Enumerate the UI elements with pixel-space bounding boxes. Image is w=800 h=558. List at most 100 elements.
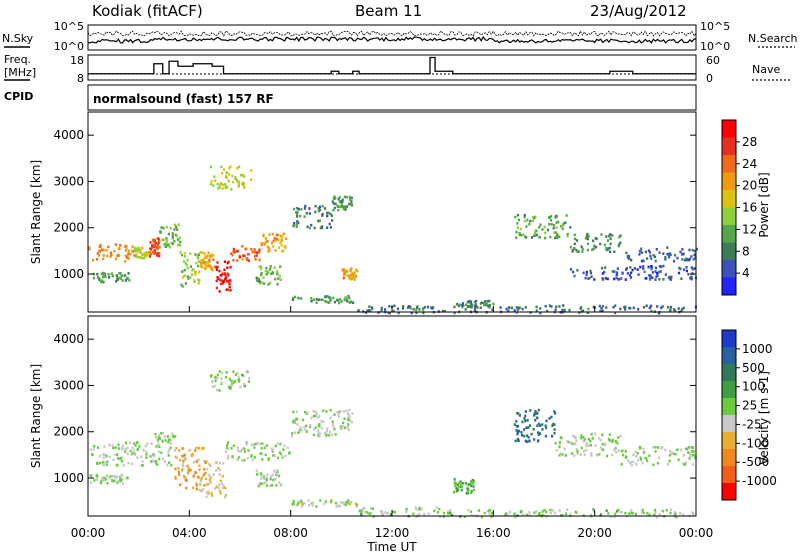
scatter-cell [471, 304, 474, 307]
scatter-cell [272, 239, 275, 243]
scatter-cell [349, 197, 352, 200]
scatter-cell [691, 454, 694, 457]
scatter-cell [296, 423, 299, 426]
scatter-region [620, 445, 698, 467]
scatter-cell [348, 502, 351, 505]
scatter-cell [350, 200, 353, 203]
scatter-cell [173, 449, 176, 452]
scatter-cell [418, 512, 421, 516]
scatter-cell [131, 245, 134, 248]
scatter-cell [310, 297, 313, 300]
scatter-cell [679, 511, 682, 515]
scatter-cell [418, 508, 421, 511]
scatter-cell [453, 481, 456, 484]
scatter-cell [628, 512, 631, 515]
scatter-cell [217, 466, 220, 470]
scatter-cell [166, 463, 169, 467]
scatter-cell [626, 272, 629, 275]
scatter-cell [349, 268, 352, 271]
scatter-cell [331, 420, 334, 423]
scatter-cell [653, 508, 657, 512]
scatter-cell [204, 477, 208, 481]
scatter-cell [641, 508, 644, 512]
scatter-cell [326, 295, 329, 298]
scatter-cell [654, 446, 657, 449]
scatter-cell [601, 309, 604, 313]
scatter-cell [637, 308, 640, 311]
scatter-cell [107, 245, 110, 249]
scatter-cell [337, 413, 340, 416]
scatter-cell [197, 475, 200, 479]
scatter-cell [514, 215, 517, 219]
scatter-cell [516, 226, 519, 229]
scatter-cell [296, 410, 299, 414]
scatter-cell [234, 373, 237, 376]
scatter-cell [467, 305, 470, 308]
scatter-cell [433, 509, 436, 513]
scatter-cell [466, 490, 469, 494]
scatter-cell [418, 308, 421, 311]
scatter-cell [270, 484, 274, 487]
scatter-cell [219, 183, 222, 186]
colorbar-swatch [722, 330, 736, 348]
scatter-cell [453, 478, 456, 481]
scatter-cell [580, 446, 583, 450]
scatter-region [569, 264, 697, 281]
scatter-cell [586, 237, 589, 241]
scatter-cell [676, 256, 679, 260]
scatter-cell [668, 275, 671, 279]
scatter-cell [594, 432, 597, 436]
scatter-cell [191, 273, 194, 276]
scatter-cell [122, 482, 125, 485]
scatter-cell [685, 269, 688, 273]
scatter-cell [641, 259, 644, 263]
scatter-cell [662, 252, 665, 255]
scatter-cell [102, 257, 105, 261]
scatter-cell [689, 455, 692, 458]
scatter-cell [599, 446, 603, 449]
scatter-cell [688, 257, 692, 261]
scatter-cell [642, 451, 646, 454]
colorbar-tick-label: 1000 [742, 342, 773, 356]
scatter-cell [250, 455, 253, 458]
scatter-cell [643, 457, 646, 460]
scatter-cell [517, 429, 521, 433]
scatter-cell [524, 306, 527, 309]
scatter-cell [183, 453, 186, 457]
scatter-cell [216, 376, 219, 380]
scatter-cell [109, 475, 112, 478]
scatter-cell [307, 499, 310, 502]
scatter-cell [235, 179, 239, 182]
scatter-cell [102, 460, 105, 464]
scatter-cell [115, 475, 119, 479]
scatter-cell [216, 261, 219, 264]
nave-tick-top: 60 [706, 54, 720, 67]
scatter-cell [126, 446, 129, 450]
scatter-cell [204, 461, 207, 465]
scatter-cell [527, 426, 530, 429]
scatter-cell [628, 257, 631, 261]
scatter-cell [102, 456, 105, 459]
scatter-cell [269, 484, 272, 487]
scatter-cell [628, 274, 631, 277]
scatter-cell [454, 484, 457, 487]
scatter-cell [145, 456, 148, 459]
scatter-cell [299, 214, 302, 218]
scatter-cell [142, 252, 145, 256]
scatter-cell [554, 215, 557, 219]
scatter-cell [194, 449, 197, 453]
scatter-cell [585, 270, 588, 274]
scatter-cell [693, 249, 696, 253]
scatter-cell [608, 439, 611, 442]
scatter-cell [329, 500, 332, 504]
scatter-cell [514, 439, 517, 443]
scatter-cell [223, 486, 226, 489]
scatter-cell [253, 456, 256, 459]
scatter-cell [606, 239, 609, 242]
scatter-cell [528, 439, 531, 443]
scatter-cell [668, 252, 671, 255]
scatter-cell [281, 455, 284, 458]
scatter-cell [529, 409, 532, 412]
scatter-cell [277, 246, 281, 249]
scatter-cell [221, 474, 224, 478]
